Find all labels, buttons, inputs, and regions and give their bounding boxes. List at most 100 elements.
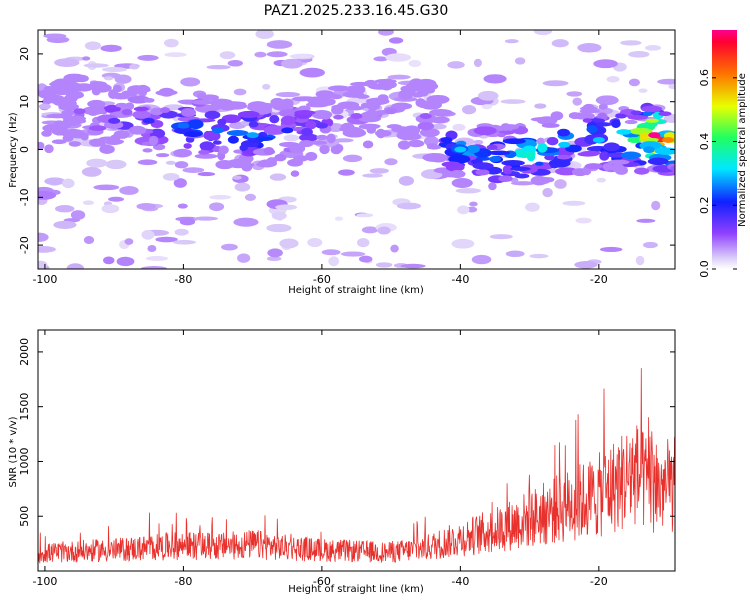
spectrogram-ridge-cell (191, 99, 214, 105)
spectrogram-noise-cell (554, 179, 567, 189)
spectrogram-noise-cell (145, 256, 168, 261)
spectrogram-ridge-peak (488, 156, 501, 163)
spectrogram-ridge-cell (415, 78, 437, 89)
spectrogram-ridge-cell (586, 125, 598, 134)
spectrogram-ridge-cell (280, 115, 296, 126)
spectrogram-ridge-peak (419, 113, 432, 120)
spectrogram-ridge-cell (430, 98, 439, 105)
spectrogram-ridge-cell (417, 121, 435, 131)
spectrogram-ridge-cell (643, 146, 655, 154)
spectrogram-x-label: Height of straight line (km) (288, 285, 424, 296)
spectrogram-noise-cell (562, 200, 586, 206)
spectrogram-ridge-cell (127, 95, 151, 104)
snr-x-axis: -100 -80 -60 -40 -20 (32, 330, 608, 588)
y-tick-label: 10 (18, 95, 31, 109)
spectrogram-noise-cell (66, 263, 84, 269)
colorbar-tick-label: 0.0 (698, 260, 711, 278)
spectrogram-noise-cell (378, 30, 394, 36)
spectrogram-ridge-peak (627, 136, 640, 143)
spectrogram-noise-cell (255, 30, 274, 39)
spectrogram-noise-cell (233, 217, 259, 227)
spectrogram-ridge-cell (535, 161, 544, 166)
spectrogram-ridge-cell (218, 145, 229, 155)
spectrogram-noise-cell (636, 218, 656, 223)
spectrogram-noise-cell (398, 175, 414, 186)
snr-series-line (38, 368, 675, 564)
spectrogram-noise-cell (340, 251, 366, 257)
spectrogram-ridge-cell (89, 138, 106, 147)
spectrogram-ridge-cell (599, 151, 610, 161)
spectrogram-noise-cell (221, 243, 238, 251)
snr-frame (37, 329, 676, 572)
spectrogram-ridge-peak (142, 117, 155, 124)
spectrogram-ridge-cell (530, 117, 555, 122)
spectrogram-ridge-cell (361, 111, 379, 117)
spectrogram-noise-cell (307, 237, 323, 248)
spectrogram-noise-cell (384, 158, 398, 166)
spectrogram-noise-cell (321, 249, 341, 256)
spectrogram-noise-cell (651, 200, 661, 211)
spectrogram-ridge-cell (200, 94, 220, 101)
spectrogram-ridge-cell (365, 97, 390, 105)
spectrogram-ridge-cell (422, 153, 447, 162)
spectrogram-noise-cell (289, 53, 313, 59)
spectrogram-noise-cell (334, 216, 344, 221)
spectrogram-ridge-cell (52, 99, 69, 106)
spectrogram-ridge-cell (320, 115, 331, 120)
spectrogram-ridge-cell (498, 175, 513, 182)
spectrogram-ridge-cell (645, 118, 659, 123)
spectrogram-ridge-cell (330, 145, 342, 155)
spectrogram-ridge-cell (99, 136, 117, 142)
spectrogram-noise-cell (593, 59, 618, 69)
spectrogram-noise-cell (155, 236, 178, 243)
spectrogram-noise-cell (266, 256, 282, 262)
spectrogram-ridge-cell (99, 144, 115, 155)
x-tick-label: -40 (451, 575, 469, 588)
spectrogram-noise-cell (237, 253, 251, 263)
spectrogram-ridge-cell (263, 146, 275, 156)
spectrogram-ridge-cell (255, 136, 274, 141)
spectrogram-ridge-peak (523, 151, 536, 158)
colorbar: 0.0 0.2 0.4 0.6 Normalized spectral amplitu… (698, 30, 748, 278)
spectrogram-noise-cell (396, 202, 422, 210)
spectrogram-ridge-peak (592, 136, 605, 143)
spectrogram-noise-cell (595, 107, 614, 115)
spectrogram-noise-cell (136, 203, 157, 210)
spectrogram-noise-cell (566, 91, 583, 97)
spectrogram-ridge-cell (298, 105, 311, 112)
spectrogram-ridge-cell (293, 155, 309, 162)
spectrogram-ridge-cell (155, 90, 171, 96)
spectrogram-noise-cell (70, 210, 86, 220)
spectrogram-ridge-cell (565, 144, 582, 153)
spectrogram-ridge-cell (87, 99, 106, 108)
spectrogram-ridge-cell (541, 122, 560, 128)
spectrogram-ridge-peak (558, 141, 571, 148)
spectrogram-noise-cell (101, 204, 120, 214)
spectrogram-noise-cell (53, 220, 77, 229)
spectrogram-ridge-cell (603, 142, 620, 152)
spectrogram-ridge-cell (616, 129, 632, 135)
spectrogram-ridge-cell (386, 124, 402, 129)
spectrogram-ridge-cell (550, 163, 559, 169)
spectrogram-ridge-cell (226, 130, 249, 137)
spectrogram-ridge-cell (127, 88, 138, 98)
spectrogram-noise-cell (362, 173, 383, 178)
spectrogram-ridge-peak (648, 132, 661, 139)
spectrogram-ridge-cell (291, 96, 312, 102)
x-tick-label: -20 (590, 575, 608, 588)
spectrogram-ridge-cell (514, 173, 530, 179)
spectrogram-ridge-cell (486, 144, 498, 150)
spectrogram-noise-cell (266, 51, 288, 58)
spectrogram-noise-cell (206, 65, 231, 70)
spectrogram-ridge-cell (299, 133, 319, 142)
spectrogram-ridge-cell (132, 110, 151, 119)
x-tick-label: -60 (313, 273, 331, 286)
spectrogram-ridge-cell (183, 143, 192, 149)
spectrogram-noise-cell (356, 213, 374, 218)
spectrogram-noise-cell (116, 256, 135, 267)
spectrogram-noise-cell (385, 53, 411, 62)
spectrogram-ridge-cell (358, 115, 382, 123)
spectrogram-ridge-cell (53, 120, 65, 125)
spectrogram-ridge-cell (530, 175, 548, 186)
spectrogram-noise-cell (572, 97, 583, 106)
